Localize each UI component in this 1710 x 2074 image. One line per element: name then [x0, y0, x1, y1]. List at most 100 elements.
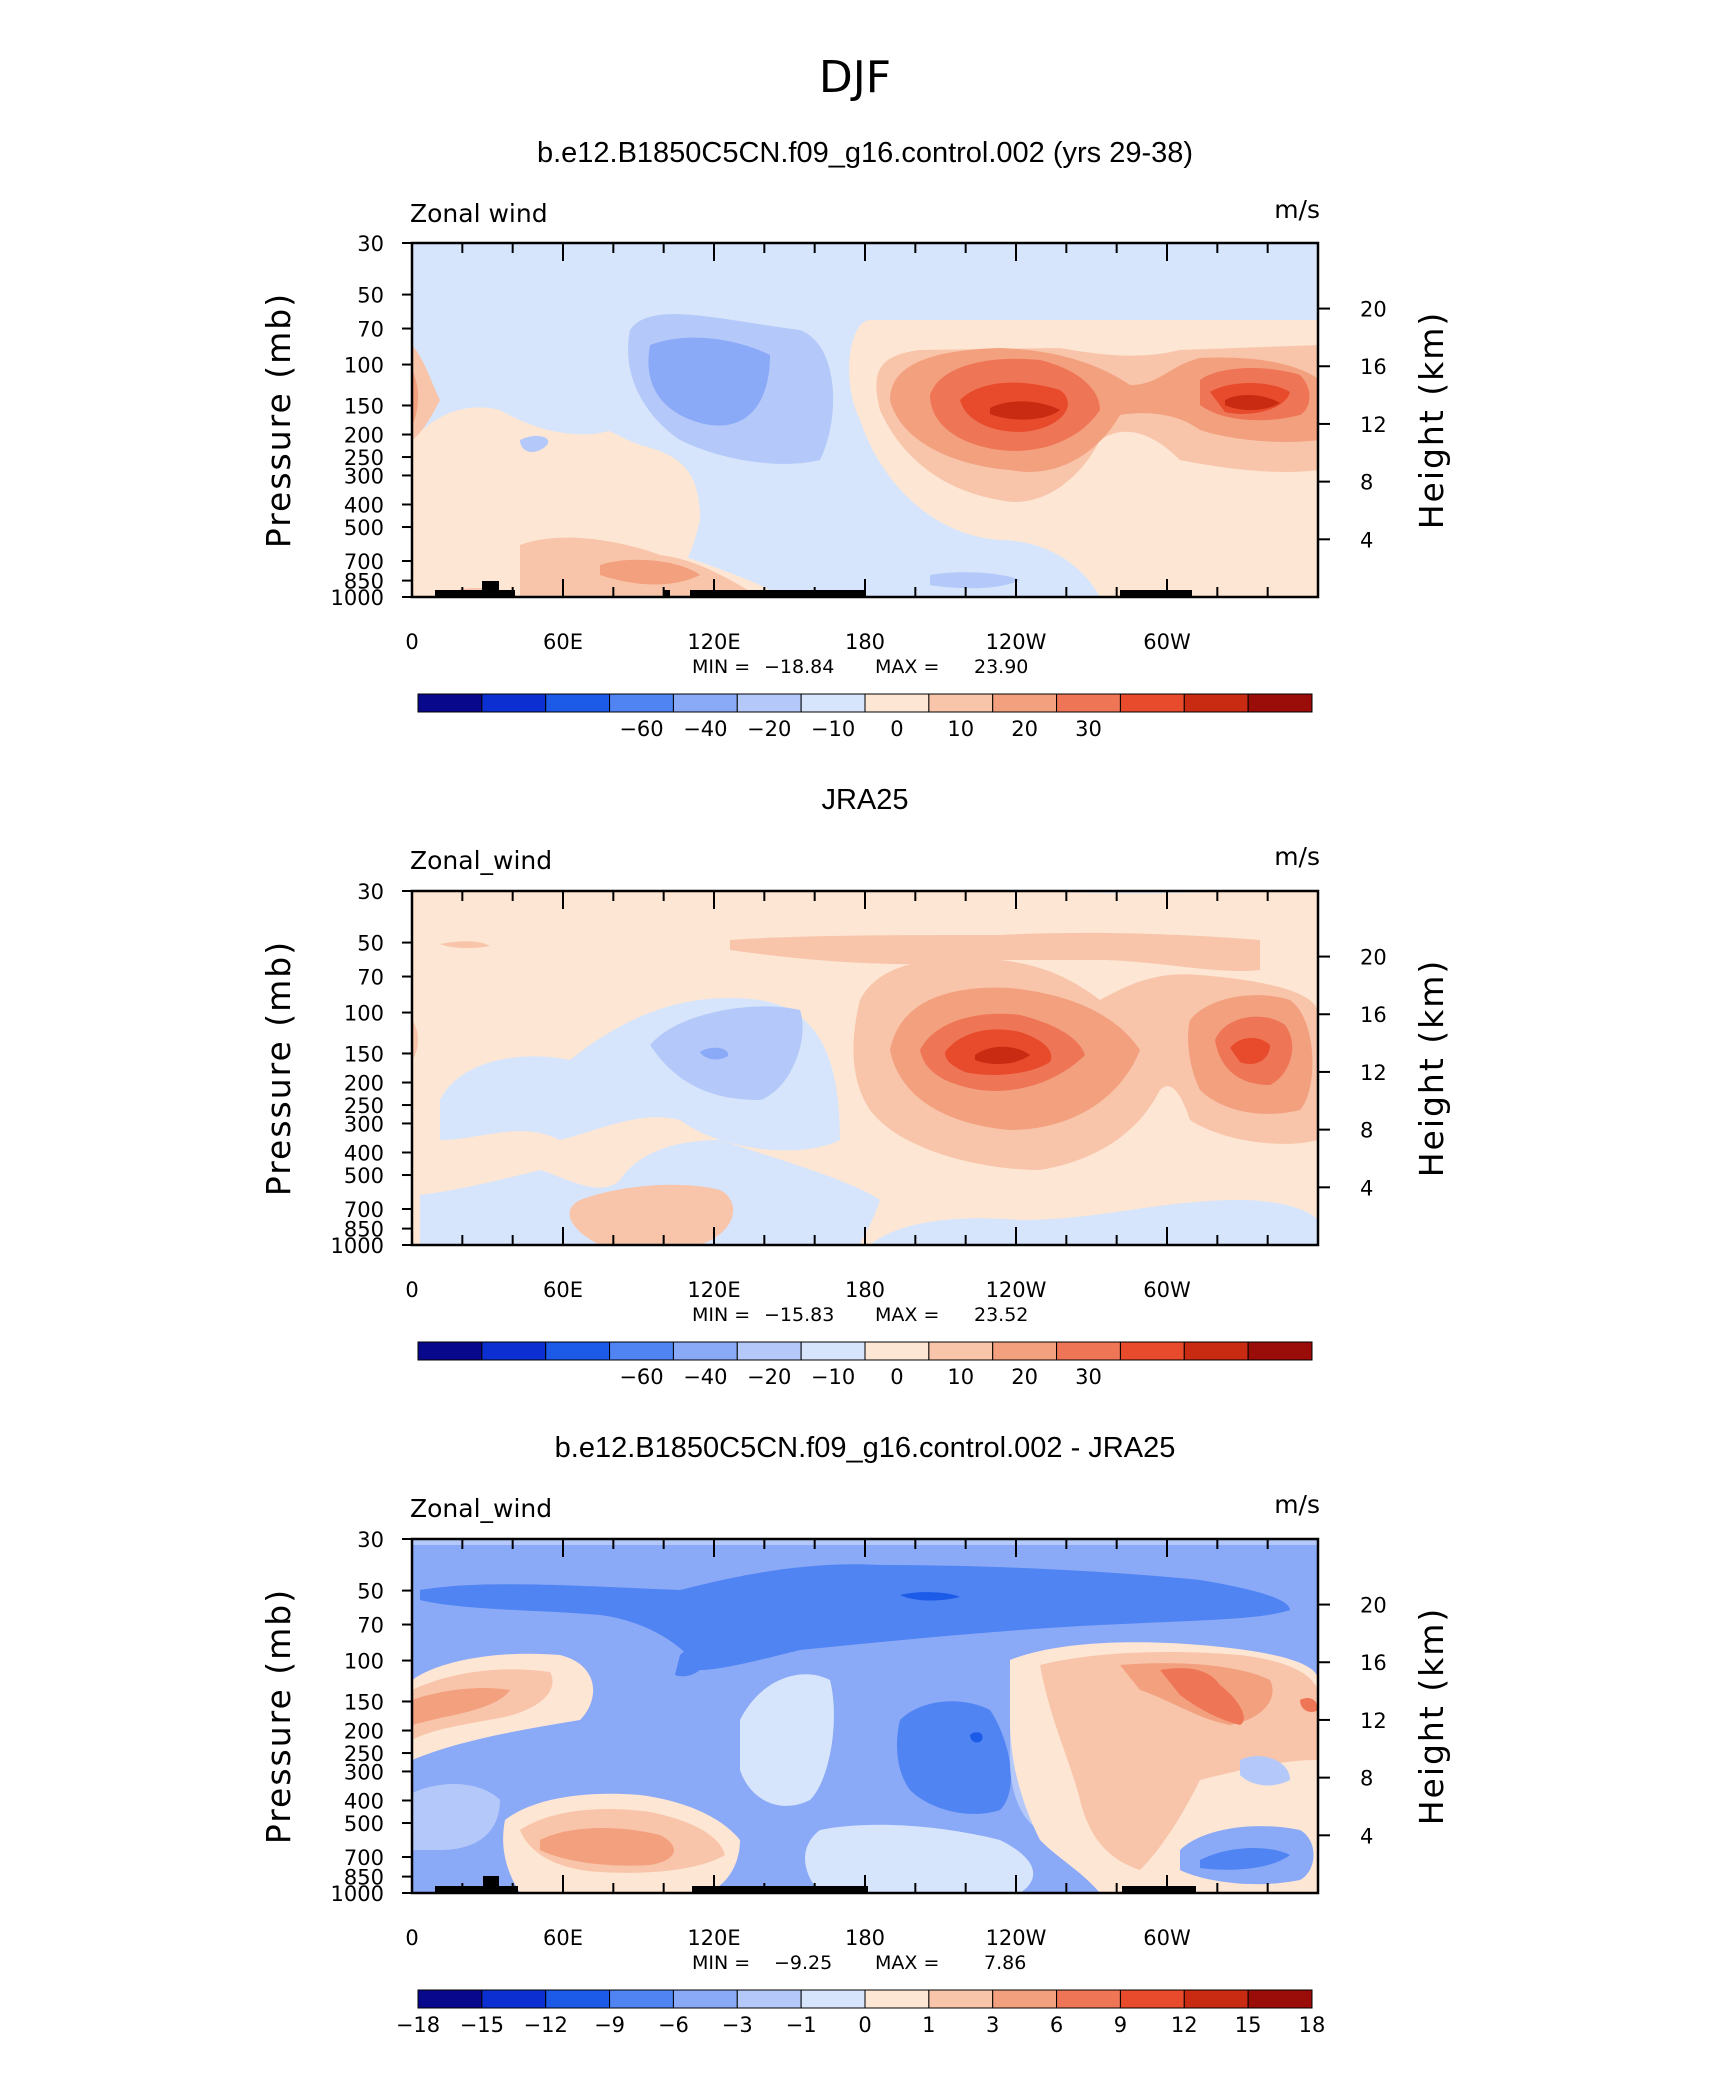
x-tick-label: 120W: [986, 630, 1047, 654]
colorbar-swatch: [1056, 1989, 1121, 2009]
variable-label: Zonal_wind: [410, 846, 552, 875]
y-right-tick-label: 8: [1360, 471, 1373, 495]
min-value: −9.25: [774, 1952, 832, 1974]
colorbar-swatch: [800, 1341, 866, 1361]
x-tick-label: 120E: [687, 630, 740, 654]
colorbar-swatch: [545, 693, 611, 713]
y-right-tick-label: 12: [1360, 1709, 1387, 1733]
colorbar-swatch: [417, 693, 483, 713]
colorbar-label: 10: [947, 1365, 974, 1389]
colorbar-swatch: [1247, 1989, 1313, 2009]
min-label: MIN =: [692, 1952, 750, 1974]
y-tick-label: 70: [357, 966, 384, 990]
y-tick-label: 400: [344, 493, 384, 517]
colorbar-swatch: [736, 1989, 802, 2009]
y-tick-label: 500: [344, 516, 384, 540]
variable-label: Zonal wind: [410, 199, 548, 228]
y-axis-label-left: Pressure (mb): [259, 1588, 298, 1844]
max-label: MAX =: [875, 1952, 939, 1974]
colorbar-swatch: [481, 693, 547, 713]
max-value: 7.86: [984, 1952, 1026, 1974]
y-tick-label: 150: [344, 394, 384, 418]
colorbar-label: −3: [722, 2013, 753, 2037]
y-tick-label: 30: [357, 232, 384, 256]
colorbar-label: −40: [683, 1365, 727, 1389]
y-tick-label: 150: [344, 1690, 384, 1714]
colorbar-swatch: [992, 693, 1058, 713]
colorbar-swatch: [1056, 1341, 1121, 1361]
y-tick-label: 1000: [331, 1882, 384, 1906]
colorbar-swatch: [736, 1341, 802, 1361]
y-tick-label: 700: [344, 550, 384, 574]
y-tick-label: 50: [357, 284, 384, 308]
y-tick-label: 500: [344, 1812, 384, 1836]
colorbar-swatch: [417, 1341, 483, 1361]
colorbar-label: −9: [594, 2013, 625, 2037]
y-tick-label: 30: [357, 1528, 384, 1552]
colorbar-swatch: [1183, 1341, 1249, 1361]
y-tick-label: 50: [357, 1580, 384, 1604]
colorbar-label: 10: [947, 717, 974, 741]
colorbar-label: −15: [460, 2013, 504, 2037]
colorbar-label: −6: [658, 2013, 689, 2037]
colorbar-label: 0: [858, 2013, 871, 2037]
colorbar-label: 20: [1011, 1365, 1038, 1389]
panel-title: b.e12.B1850C5CN.f09_g16.control.002 (yrs…: [537, 137, 1193, 169]
colorbar-label: 0: [890, 1365, 903, 1389]
y-tick-label: 1000: [331, 1234, 384, 1258]
y-tick-label: 70: [357, 1614, 384, 1638]
colorbar-label: 20: [1011, 717, 1038, 741]
y-tick-label: 500: [344, 1164, 384, 1188]
colorbar-swatch: [672, 1341, 738, 1361]
y-tick-label: 850: [344, 1866, 384, 1890]
colorbar-swatch: [672, 1989, 738, 2009]
variable-label: Zonal_wind: [410, 1494, 552, 1523]
y-axis-label-left: Pressure (mb): [259, 292, 298, 548]
colorbar-swatch: [928, 1989, 994, 2009]
colorbar-swatch: [1119, 1341, 1185, 1361]
colorbar-swatch: [1247, 1341, 1313, 1361]
x-tick-label: 0: [405, 630, 418, 654]
y-tick-label: 100: [344, 1002, 384, 1026]
colorbar-swatch: [545, 1341, 611, 1361]
colorbar-label: 12: [1171, 2013, 1198, 2037]
colorbar-label: −20: [747, 1365, 791, 1389]
y-axis-label-left: Pressure (mb): [259, 940, 298, 1196]
x-tick-label: 60W: [1143, 1278, 1191, 1302]
x-tick-label: 60E: [543, 630, 583, 654]
colorbar-swatch: [417, 1989, 483, 2009]
y-right-tick-label: 8: [1360, 1119, 1373, 1143]
y-tick-label: 300: [344, 464, 384, 488]
colorbar-swatch: [1247, 693, 1313, 713]
y-tick-label: 200: [344, 1720, 384, 1744]
colorbar-swatch: [672, 693, 738, 713]
colorbar-swatch: [736, 693, 802, 713]
y-right-tick-label: 20: [1360, 946, 1387, 970]
panel-title: JRA25: [821, 784, 908, 816]
y-tick-label: 70: [357, 318, 384, 342]
y-tick-label: 700: [344, 1846, 384, 1870]
x-tick-label: 60W: [1143, 630, 1191, 654]
y-right-tick-label: 20: [1360, 298, 1387, 322]
colorbar-label: −1: [786, 2013, 817, 2037]
x-tick-label: 60E: [543, 1278, 583, 1302]
x-tick-label: 180: [845, 630, 885, 654]
units-label: m/s: [1274, 195, 1320, 224]
panel-reanalysis: JRA25 Zonal_wind m/s 0 60E 120E 180 120W 60W: [259, 784, 1451, 1389]
y-tick-label: 250: [344, 1094, 384, 1118]
colorbar-label: 15: [1235, 2013, 1262, 2037]
colorbar-swatch: [481, 1341, 547, 1361]
y-tick-label: 400: [344, 1141, 384, 1165]
min-label: MIN =: [692, 1304, 750, 1326]
y-tick-label: 700: [344, 1198, 384, 1222]
colorbar-swatch: [1183, 1989, 1249, 2009]
topography-mask: [435, 1876, 518, 1893]
y-tick-label: 100: [344, 1650, 384, 1674]
x-tick-label: 120E: [687, 1926, 740, 1950]
colorbar-label: −10: [811, 1365, 855, 1389]
colorbar-label: −10: [811, 717, 855, 741]
y-tick-label: 850: [344, 1218, 384, 1242]
y-right-tick-label: 12: [1360, 1061, 1387, 1085]
x-tick-label: 180: [845, 1926, 885, 1950]
